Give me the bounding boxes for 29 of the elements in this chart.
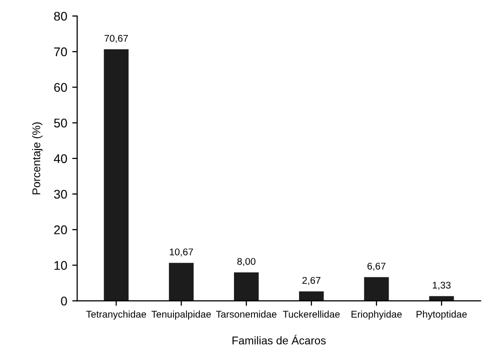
x-tick-label: Tetranychidae: [86, 310, 146, 320]
bar: [299, 291, 324, 301]
x-tick-label: Tuckerellidae: [282, 310, 340, 318]
x-tick-label: Eriophyidae: [352, 310, 402, 320]
y-tick-label: 20: [54, 225, 67, 234]
bar: [364, 277, 389, 301]
y-tick-label: 40: [54, 154, 67, 164]
bar: [168, 262, 194, 301]
data-label: 70,67: [104, 34, 128, 43]
data-label: 1,33: [432, 282, 451, 290]
data-label: 8,00: [237, 258, 256, 266]
y-axis-title: Porcentaje (%): [32, 122, 42, 194]
bar: [104, 49, 129, 301]
y-tick-label: 0: [61, 296, 67, 306]
x-tick-label: Phytoptidae: [416, 310, 467, 320]
x-axis-title: Familias de Ácaros: [232, 334, 326, 344]
x-tick-label: Tarsonemidae: [216, 310, 276, 318]
y-tick-label: 30: [54, 190, 67, 199]
y-tick-label: 80: [54, 12, 67, 21]
data-label: 10,67: [170, 248, 193, 257]
y-tick-label: 60: [54, 83, 67, 92]
y-tick-label: 10: [54, 261, 67, 270]
x-tick-label: Tenuipalpidae: [152, 310, 211, 320]
data-label: 2,67: [302, 276, 320, 285]
bar: [234, 272, 259, 301]
bar: [429, 296, 454, 301]
y-tick-label: 70: [54, 47, 67, 56]
y-tick-label: 50: [54, 118, 67, 128]
data-label: 6,67: [368, 262, 386, 271]
